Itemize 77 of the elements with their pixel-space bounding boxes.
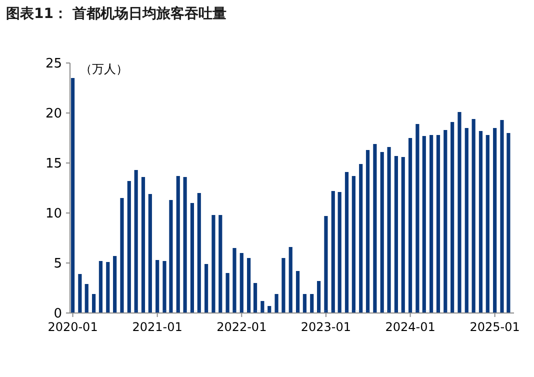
bar <box>247 258 251 313</box>
bar <box>408 138 412 313</box>
y-tick-label: 10 <box>45 206 62 222</box>
bar <box>282 258 286 313</box>
bar <box>422 136 426 313</box>
bar <box>148 194 152 313</box>
bar <box>493 128 497 313</box>
bar <box>106 262 110 313</box>
y-axis-title: （万人） <box>80 62 128 76</box>
bar <box>120 198 124 313</box>
bar <box>134 170 138 313</box>
bar <box>436 135 440 313</box>
bar <box>212 215 216 313</box>
x-tick-label: 2022-01 <box>216 320 267 334</box>
bar <box>226 273 230 313</box>
bar <box>268 306 272 313</box>
bar <box>169 200 173 313</box>
bar <box>78 274 82 313</box>
bar <box>288 247 292 313</box>
bar <box>98 261 103 313</box>
x-tick-label: 2024-01 <box>385 320 436 334</box>
y-tick-label: 0 <box>54 306 62 322</box>
bar <box>430 135 434 313</box>
bar <box>92 294 96 313</box>
bar <box>113 256 117 313</box>
bar <box>338 192 342 313</box>
bar <box>176 176 180 313</box>
bar <box>331 191 335 313</box>
bar <box>344 172 349 313</box>
bar <box>183 177 187 313</box>
bar <box>478 131 483 313</box>
bar <box>240 253 244 313</box>
bar <box>253 283 258 313</box>
y-tick-label: 20 <box>45 106 62 122</box>
chart-title: 图表11： 首都机场日均旅客吞吐量 <box>6 5 226 22</box>
bar <box>310 294 314 313</box>
bar <box>394 156 398 313</box>
y-tick-label: 25 <box>45 56 62 72</box>
bar <box>316 281 321 313</box>
bar <box>444 130 448 313</box>
bar <box>260 301 264 313</box>
bar <box>274 294 278 313</box>
bar <box>232 248 236 313</box>
bar <box>162 261 166 313</box>
bar <box>416 124 420 313</box>
bar <box>486 135 490 313</box>
y-tick-label: 5 <box>54 256 62 272</box>
bar <box>204 264 208 313</box>
bar <box>218 215 222 313</box>
bar <box>387 147 391 313</box>
bar <box>352 176 356 313</box>
bar <box>84 284 88 313</box>
bar <box>472 119 476 313</box>
bar <box>359 164 363 313</box>
bar <box>324 216 328 313</box>
bar <box>401 157 405 313</box>
bar <box>464 128 468 313</box>
bar <box>141 177 146 313</box>
bar <box>458 112 462 313</box>
bar <box>70 78 75 313</box>
bar <box>373 144 377 313</box>
bar <box>302 294 307 313</box>
bar <box>190 203 194 313</box>
bar <box>506 133 510 313</box>
bar <box>380 152 384 313</box>
bar <box>450 122 454 313</box>
bar <box>156 260 160 313</box>
x-tick-label: 2025-01 <box>470 320 520 334</box>
bar <box>296 271 300 313</box>
bar <box>127 181 131 313</box>
x-tick-label: 2021-01 <box>132 320 182 334</box>
bar <box>366 150 370 313</box>
x-tick-label: 2020-01 <box>48 320 98 334</box>
bar <box>197 193 201 313</box>
y-tick-label: 15 <box>45 156 62 172</box>
bar <box>500 120 504 313</box>
x-tick-label: 2023-01 <box>300 320 352 334</box>
